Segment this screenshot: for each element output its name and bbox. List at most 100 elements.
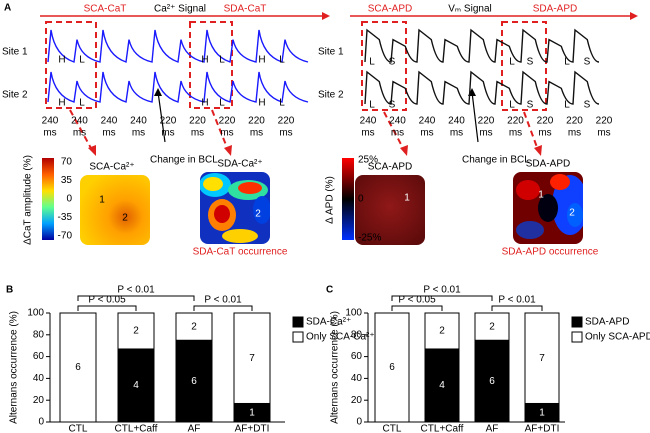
y-tick-label: 0 xyxy=(38,417,44,428)
bcl-value: 240 xyxy=(448,116,465,127)
bar-label: 6 xyxy=(191,376,197,387)
map-title: SDA-APD xyxy=(526,159,570,170)
bcl-unit: ms xyxy=(132,128,145,139)
bar xyxy=(117,348,155,423)
trace-letter: H xyxy=(258,98,265,109)
y-tick-label: 80 xyxy=(351,329,363,340)
trace-letter: H xyxy=(58,98,65,109)
bcl-value: 240 xyxy=(419,116,436,127)
bcl-value: 240 xyxy=(130,116,147,127)
bcl-value: 240 xyxy=(42,116,59,127)
trace-letter: S xyxy=(584,57,591,68)
trace-letter: L xyxy=(219,55,225,66)
colorbar-tick: -70 xyxy=(58,231,73,242)
bcl-value: 240 xyxy=(101,116,118,127)
bar-label: 6 xyxy=(389,362,395,373)
legend-label: SDA-Ca²⁺ xyxy=(306,317,351,328)
colorbar-label: Δ APD (%) xyxy=(325,176,336,224)
bcl-unit: ms xyxy=(102,128,115,139)
bar xyxy=(117,312,155,350)
x-tick-label: AF+DTI xyxy=(235,424,270,433)
bar xyxy=(474,312,510,341)
legend-label: Only SCA-Ca²⁺ xyxy=(306,332,375,343)
y-tick-label: 20 xyxy=(351,395,363,406)
significance-label: P < 0.01 xyxy=(498,295,536,306)
arrow-head xyxy=(630,12,638,20)
trace-letter: H xyxy=(201,55,208,66)
bar xyxy=(474,339,510,423)
x-tick-label: AF xyxy=(188,424,201,433)
map-site: 1 xyxy=(99,195,105,206)
significance-bracket xyxy=(391,305,443,311)
signal-trace xyxy=(364,70,600,105)
significance-label: P < 0.01 xyxy=(204,295,242,306)
signal-title: Ca²⁺ Signal xyxy=(154,4,206,15)
colorbar-tick: -25% xyxy=(358,233,381,244)
x-tick-label: CTL+Caff xyxy=(115,424,158,433)
bar-label: 2 xyxy=(489,321,495,332)
bcl-unit: ms xyxy=(479,128,492,139)
colorbar-tick: 35 xyxy=(61,175,73,186)
bcl-unit: ms xyxy=(568,128,581,139)
signal-trace xyxy=(364,28,600,63)
bcl-value: 240 xyxy=(389,116,406,127)
trace-letter: L xyxy=(564,57,570,68)
bar xyxy=(233,312,271,404)
significance-label: P < 0.05 xyxy=(88,295,126,306)
site-label: Site 2 xyxy=(318,90,344,101)
colorbar-tick: 25% xyxy=(358,155,378,166)
significance-label: P < 0.05 xyxy=(398,295,436,306)
bcl-value: 220 xyxy=(478,116,495,127)
map-caption: SDA-CaT occurrence xyxy=(193,247,288,258)
phase-label: SDA-CaT xyxy=(224,4,267,15)
bcl-unit: ms xyxy=(420,128,433,139)
legend-label: SDA-APD xyxy=(585,317,629,328)
y-tick-label: 80 xyxy=(33,329,45,340)
significance-label: P < 0.01 xyxy=(423,285,461,296)
phase-label: SCA-APD xyxy=(368,4,412,15)
annotation: Change in BCL xyxy=(462,155,530,166)
bar-label: 2 xyxy=(439,326,445,337)
map-site: 2 xyxy=(255,209,261,220)
trace-letter: L xyxy=(369,100,375,111)
bar-label: 1 xyxy=(249,407,255,418)
trace-letter: L xyxy=(509,57,515,68)
signal-title: Vₘ Signal xyxy=(448,4,491,15)
trace-letter: L xyxy=(564,100,570,111)
x-tick-label: CTL+Caff xyxy=(421,424,464,433)
bar-label: 2 xyxy=(133,326,139,337)
colorbar xyxy=(42,158,54,240)
map-site: 2 xyxy=(429,207,435,218)
bar-label: 4 xyxy=(133,380,139,391)
phase-label: SCA-CaT xyxy=(84,4,127,15)
trace-letter: L xyxy=(369,57,375,68)
bcl-value: 220 xyxy=(596,116,613,127)
bcl-unit: ms xyxy=(361,128,374,139)
x-tick-label: CTL xyxy=(383,424,402,433)
heat-map xyxy=(513,172,583,244)
bcl-unit: ms xyxy=(597,128,610,139)
bar xyxy=(175,312,213,341)
legend-swatch xyxy=(571,331,583,343)
bcl-value: 220 xyxy=(507,116,524,127)
bar-label: 7 xyxy=(249,353,255,364)
map-title: SCA-APD xyxy=(368,162,412,173)
y-tick-label: 0 xyxy=(356,417,362,428)
bcl-value: 220 xyxy=(248,116,265,127)
trace-letter: L xyxy=(279,98,285,109)
bcl-value: 220 xyxy=(219,116,236,127)
arrow-head xyxy=(322,12,330,20)
y-tick-label: 40 xyxy=(33,373,45,384)
trace-letter: H xyxy=(58,55,65,66)
colorbar-tick: 70 xyxy=(61,157,73,168)
bcl-unit: ms xyxy=(450,128,463,139)
bcl-unit: ms xyxy=(509,128,522,139)
signal-trace xyxy=(47,29,309,63)
bar-label: 6 xyxy=(489,376,495,387)
map-title: SDA-Ca²⁺ xyxy=(217,159,262,170)
y-tick-label: 60 xyxy=(351,351,363,362)
map-caption: SDA-APD occurrence xyxy=(502,247,599,258)
y-axis-title: Alternans occurrence (%) xyxy=(330,311,341,424)
bar xyxy=(59,312,97,423)
